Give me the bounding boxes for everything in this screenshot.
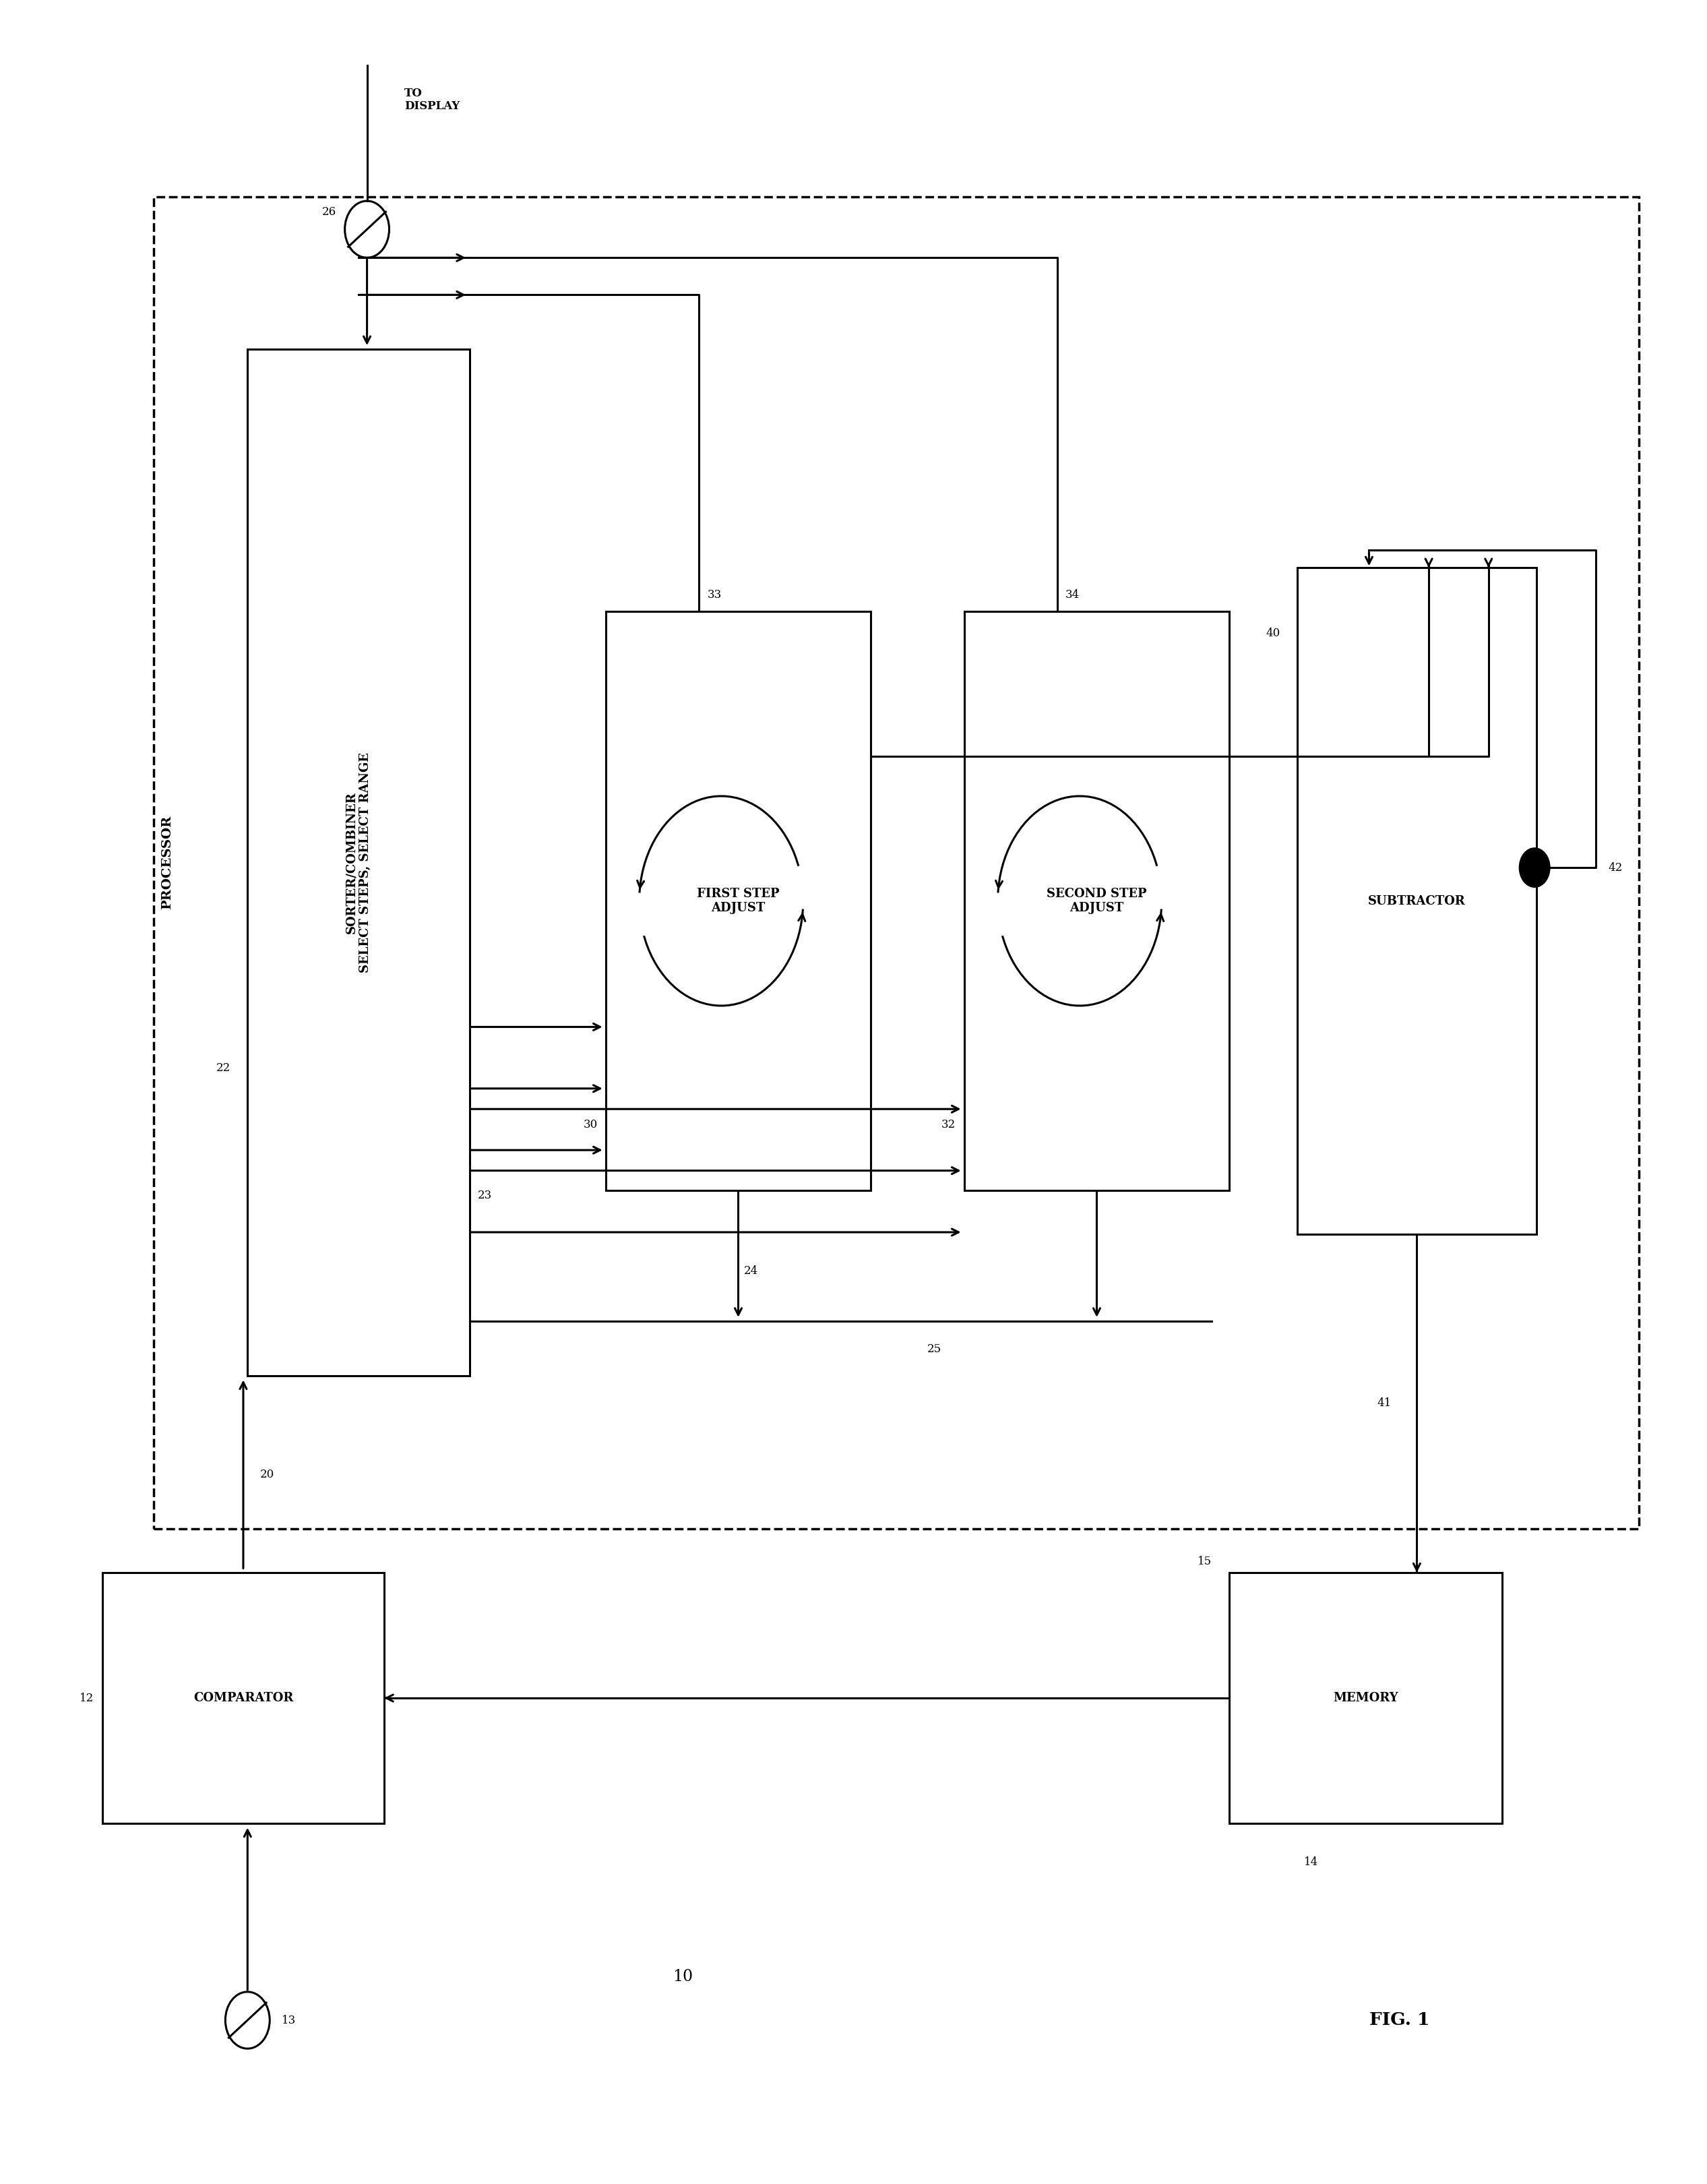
Text: COMPARATOR: COMPARATOR	[193, 1693, 294, 1704]
Bar	[1297, 568, 1536, 1234]
Text: 42: 42	[1608, 863, 1622, 874]
Text: 20: 20	[261, 1468, 275, 1481]
Text: 32: 32	[942, 1118, 956, 1131]
Bar	[1229, 1572, 1502, 1824]
Text: SORTER/COMBINER
SELECT STEPS, SELECT RANGE: SORTER/COMBINER SELECT STEPS, SELECT RAN…	[345, 753, 372, 972]
Circle shape	[1519, 847, 1550, 887]
Text: 24: 24	[744, 1265, 758, 1275]
Bar	[964, 612, 1229, 1190]
Text: 25: 25	[927, 1343, 942, 1354]
Text: MEMORY: MEMORY	[1333, 1693, 1398, 1704]
Text: 34: 34	[1065, 590, 1081, 601]
Text: SECOND STEP
ADJUST: SECOND STEP ADJUST	[1046, 889, 1147, 913]
Text: FIRST STEP
ADJUST: FIRST STEP ADJUST	[696, 889, 780, 913]
Text: TO
DISPLAY: TO DISPLAY	[405, 87, 459, 111]
Bar	[606, 612, 871, 1190]
Text: 26: 26	[323, 205, 336, 218]
Text: 41: 41	[1378, 1398, 1391, 1409]
Bar	[248, 349, 469, 1376]
Text: 13: 13	[282, 2014, 295, 2027]
Text: 10: 10	[673, 1968, 693, 1985]
Text: PROCESSOR: PROCESSOR	[160, 817, 174, 909]
Text: 40: 40	[1267, 627, 1280, 640]
Bar	[154, 197, 1639, 1529]
Text: 15: 15	[1198, 1555, 1212, 1568]
Text: 30: 30	[584, 1118, 597, 1131]
Text: 23: 23	[478, 1190, 492, 1201]
Bar	[102, 1572, 384, 1824]
Text: 14: 14	[1304, 1856, 1318, 1867]
Text: 12: 12	[80, 1693, 94, 1704]
Text: FIG. 1: FIG. 1	[1369, 2011, 1430, 2029]
Text: 22: 22	[217, 1061, 230, 1075]
Text: SUBTRACTOR: SUBTRACTOR	[1367, 895, 1466, 906]
Text: 33: 33	[707, 590, 722, 601]
